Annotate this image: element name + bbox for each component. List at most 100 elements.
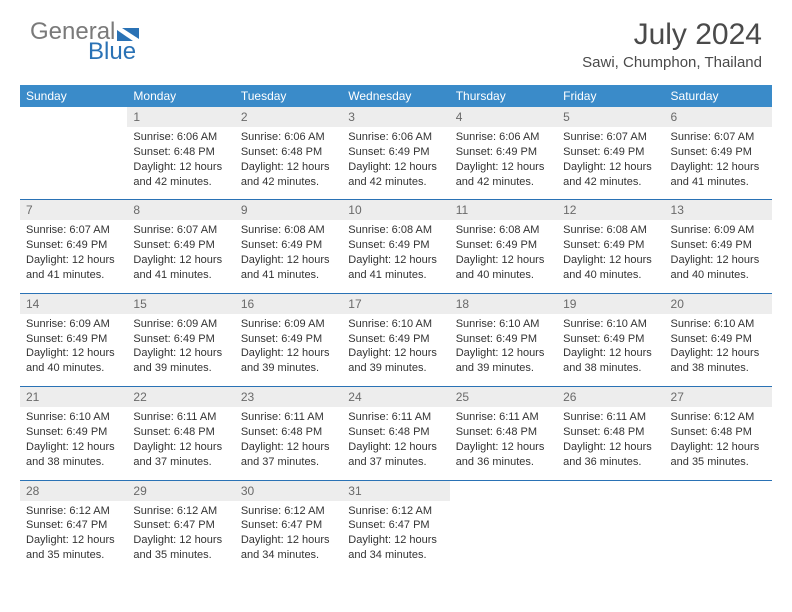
day-content-cell: Sunrise: 6:08 AMSunset: 6:49 PMDaylight:… [342,220,449,293]
location-text: Sawi, Chumphon, Thailand [582,54,762,71]
day-number-cell: 23 [235,387,342,408]
sunset-text: Sunset: 6:49 PM [348,238,443,253]
sunset-text: Sunset: 6:49 PM [456,145,551,160]
day-number-cell: 1 [127,107,234,127]
daylight-text: Daylight: 12 hours and 42 minutes. [241,160,336,190]
sunrise-text: Sunrise: 6:06 AM [133,130,228,145]
daylight-text: Daylight: 12 hours and 39 minutes. [133,346,228,376]
daylight-text: Daylight: 12 hours and 41 minutes. [671,160,766,190]
sunset-text: Sunset: 6:47 PM [133,518,228,533]
day-number-cell: 13 [665,200,772,221]
day-number-cell: 14 [20,293,127,314]
sunrise-text: Sunrise: 6:10 AM [348,317,443,332]
sunset-text: Sunset: 6:49 PM [456,238,551,253]
daynum-row: 123456 [20,107,772,127]
day-content-cell: Sunrise: 6:12 AMSunset: 6:47 PMDaylight:… [342,501,449,573]
day-number-cell: 6 [665,107,772,127]
weekday-header: Saturday [665,85,772,107]
day-number-cell: 28 [20,480,127,501]
daynum-row: 78910111213 [20,200,772,221]
day-content-cell: Sunrise: 6:09 AMSunset: 6:49 PMDaylight:… [235,314,342,387]
daylight-text: Daylight: 12 hours and 41 minutes. [348,253,443,283]
day-content-cell: Sunrise: 6:07 AMSunset: 6:49 PMDaylight:… [20,220,127,293]
daylight-text: Daylight: 12 hours and 39 minutes. [456,346,551,376]
daylight-text: Daylight: 12 hours and 36 minutes. [456,440,551,470]
weekday-header: Sunday [20,85,127,107]
sunset-text: Sunset: 6:47 PM [241,518,336,533]
sunset-text: Sunset: 6:49 PM [133,238,228,253]
day-content-cell: Sunrise: 6:08 AMSunset: 6:49 PMDaylight:… [450,220,557,293]
daylight-text: Daylight: 12 hours and 37 minutes. [348,440,443,470]
sunset-text: Sunset: 6:49 PM [241,332,336,347]
day-number-cell: 19 [557,293,664,314]
sunrise-text: Sunrise: 6:06 AM [456,130,551,145]
day-number-cell: 26 [557,387,664,408]
title-block: July 2024 Sawi, Chumphon, Thailand [582,18,762,71]
sunrise-text: Sunrise: 6:09 AM [241,317,336,332]
sunset-text: Sunset: 6:49 PM [456,332,551,347]
sunrise-text: Sunrise: 6:11 AM [133,410,228,425]
sunrise-text: Sunrise: 6:07 AM [563,130,658,145]
sunset-text: Sunset: 6:49 PM [671,145,766,160]
sunrise-text: Sunrise: 6:10 AM [671,317,766,332]
day-number-cell: 4 [450,107,557,127]
day-number-cell: 10 [342,200,449,221]
day-content-cell: Sunrise: 6:09 AMSunset: 6:49 PMDaylight:… [127,314,234,387]
day-number-cell [450,480,557,501]
day-content-cell: Sunrise: 6:06 AMSunset: 6:48 PMDaylight:… [235,127,342,200]
sunrise-text: Sunrise: 6:08 AM [348,223,443,238]
day-content-cell: Sunrise: 6:10 AMSunset: 6:49 PMDaylight:… [342,314,449,387]
daylight-text: Daylight: 12 hours and 37 minutes. [133,440,228,470]
daynum-row: 21222324252627 [20,387,772,408]
daylight-text: Daylight: 12 hours and 34 minutes. [241,533,336,563]
sunset-text: Sunset: 6:48 PM [563,425,658,440]
day-content-row: Sunrise: 6:09 AMSunset: 6:49 PMDaylight:… [20,314,772,387]
sunset-text: Sunset: 6:49 PM [563,238,658,253]
daynum-row: 14151617181920 [20,293,772,314]
sunrise-text: Sunrise: 6:12 AM [26,504,121,519]
day-number-cell: 15 [127,293,234,314]
daynum-row: 28293031 [20,480,772,501]
sunrise-text: Sunrise: 6:08 AM [563,223,658,238]
sunrise-text: Sunrise: 6:08 AM [241,223,336,238]
day-number-cell: 25 [450,387,557,408]
day-content-cell: Sunrise: 6:08 AMSunset: 6:49 PMDaylight:… [235,220,342,293]
day-content-cell: Sunrise: 6:11 AMSunset: 6:48 PMDaylight:… [235,407,342,480]
day-content-cell: Sunrise: 6:10 AMSunset: 6:49 PMDaylight:… [20,407,127,480]
daylight-text: Daylight: 12 hours and 35 minutes. [133,533,228,563]
day-content-cell: Sunrise: 6:11 AMSunset: 6:48 PMDaylight:… [557,407,664,480]
daylight-text: Daylight: 12 hours and 42 minutes. [456,160,551,190]
sunset-text: Sunset: 6:49 PM [671,238,766,253]
sunset-text: Sunset: 6:48 PM [241,145,336,160]
sunset-text: Sunset: 6:48 PM [241,425,336,440]
day-number-cell [665,480,772,501]
weekday-header-row: SundayMondayTuesdayWednesdayThursdayFrid… [20,85,772,107]
weekday-header: Friday [557,85,664,107]
sunrise-text: Sunrise: 6:06 AM [241,130,336,145]
sunset-text: Sunset: 6:49 PM [348,332,443,347]
daylight-text: Daylight: 12 hours and 39 minutes. [241,346,336,376]
sunset-text: Sunset: 6:49 PM [563,332,658,347]
daylight-text: Daylight: 12 hours and 41 minutes. [133,253,228,283]
day-content-cell: Sunrise: 6:10 AMSunset: 6:49 PMDaylight:… [665,314,772,387]
day-number-cell [20,107,127,127]
sunrise-text: Sunrise: 6:12 AM [133,504,228,519]
daylight-text: Daylight: 12 hours and 42 minutes. [563,160,658,190]
weekday-header: Wednesday [342,85,449,107]
day-number-cell: 31 [342,480,449,501]
day-content-cell: Sunrise: 6:12 AMSunset: 6:47 PMDaylight:… [127,501,234,573]
calendar-table: SundayMondayTuesdayWednesdayThursdayFrid… [20,85,772,573]
sunset-text: Sunset: 6:49 PM [671,332,766,347]
day-number-cell: 29 [127,480,234,501]
day-content-row: Sunrise: 6:10 AMSunset: 6:49 PMDaylight:… [20,407,772,480]
day-content-cell [557,501,664,573]
day-content-row: Sunrise: 6:07 AMSunset: 6:49 PMDaylight:… [20,220,772,293]
daylight-text: Daylight: 12 hours and 36 minutes. [563,440,658,470]
daylight-text: Daylight: 12 hours and 38 minutes. [563,346,658,376]
day-number-cell: 30 [235,480,342,501]
sunset-text: Sunset: 6:47 PM [348,518,443,533]
day-number-cell: 24 [342,387,449,408]
day-content-cell [450,501,557,573]
day-number-cell: 27 [665,387,772,408]
day-content-cell [665,501,772,573]
